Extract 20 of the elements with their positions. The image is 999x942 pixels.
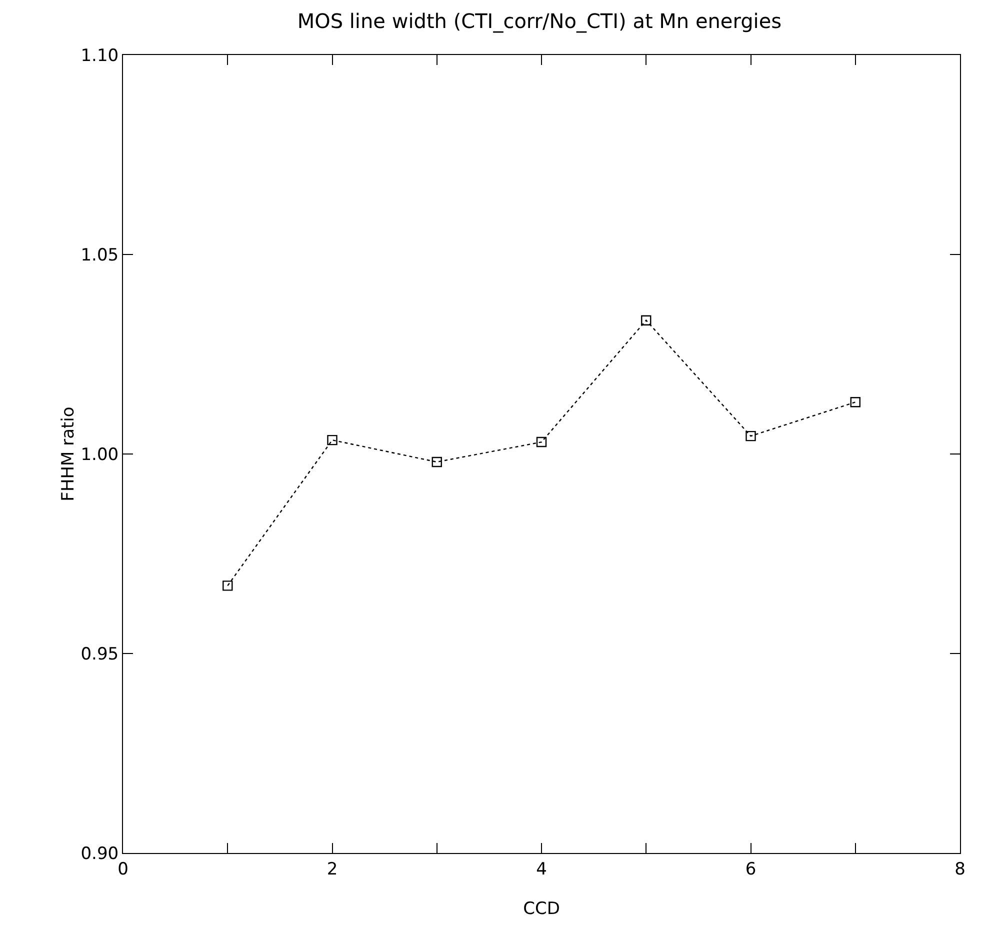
point [850, 397, 860, 408]
point [432, 456, 442, 468]
y-tick-label: 0.90 [80, 844, 119, 864]
y-tick-label: 0.95 [80, 644, 119, 664]
x-tick-label: 2 [326, 859, 338, 880]
x-tick-label: 8 [954, 859, 966, 880]
x-tick-label: 4 [536, 859, 547, 880]
x-tick-label: 0 [118, 859, 128, 880]
x-tick-label: 6 [745, 859, 756, 880]
chart-title: MOS line width (CTI_corr/No_CTI) at Mn energies [297, 9, 782, 34]
point [746, 430, 756, 442]
y-tick-label: 1.10 [80, 46, 119, 66]
x-axis-title: CCD [523, 899, 560, 919]
y-tick-label: 1.05 [80, 245, 119, 266]
point [327, 434, 338, 446]
point [222, 580, 233, 591]
y-tick-label: 1.00 [80, 444, 119, 465]
point [641, 315, 652, 326]
point [536, 436, 547, 448]
y-axis-title: FHHM ratio [58, 406, 79, 502]
